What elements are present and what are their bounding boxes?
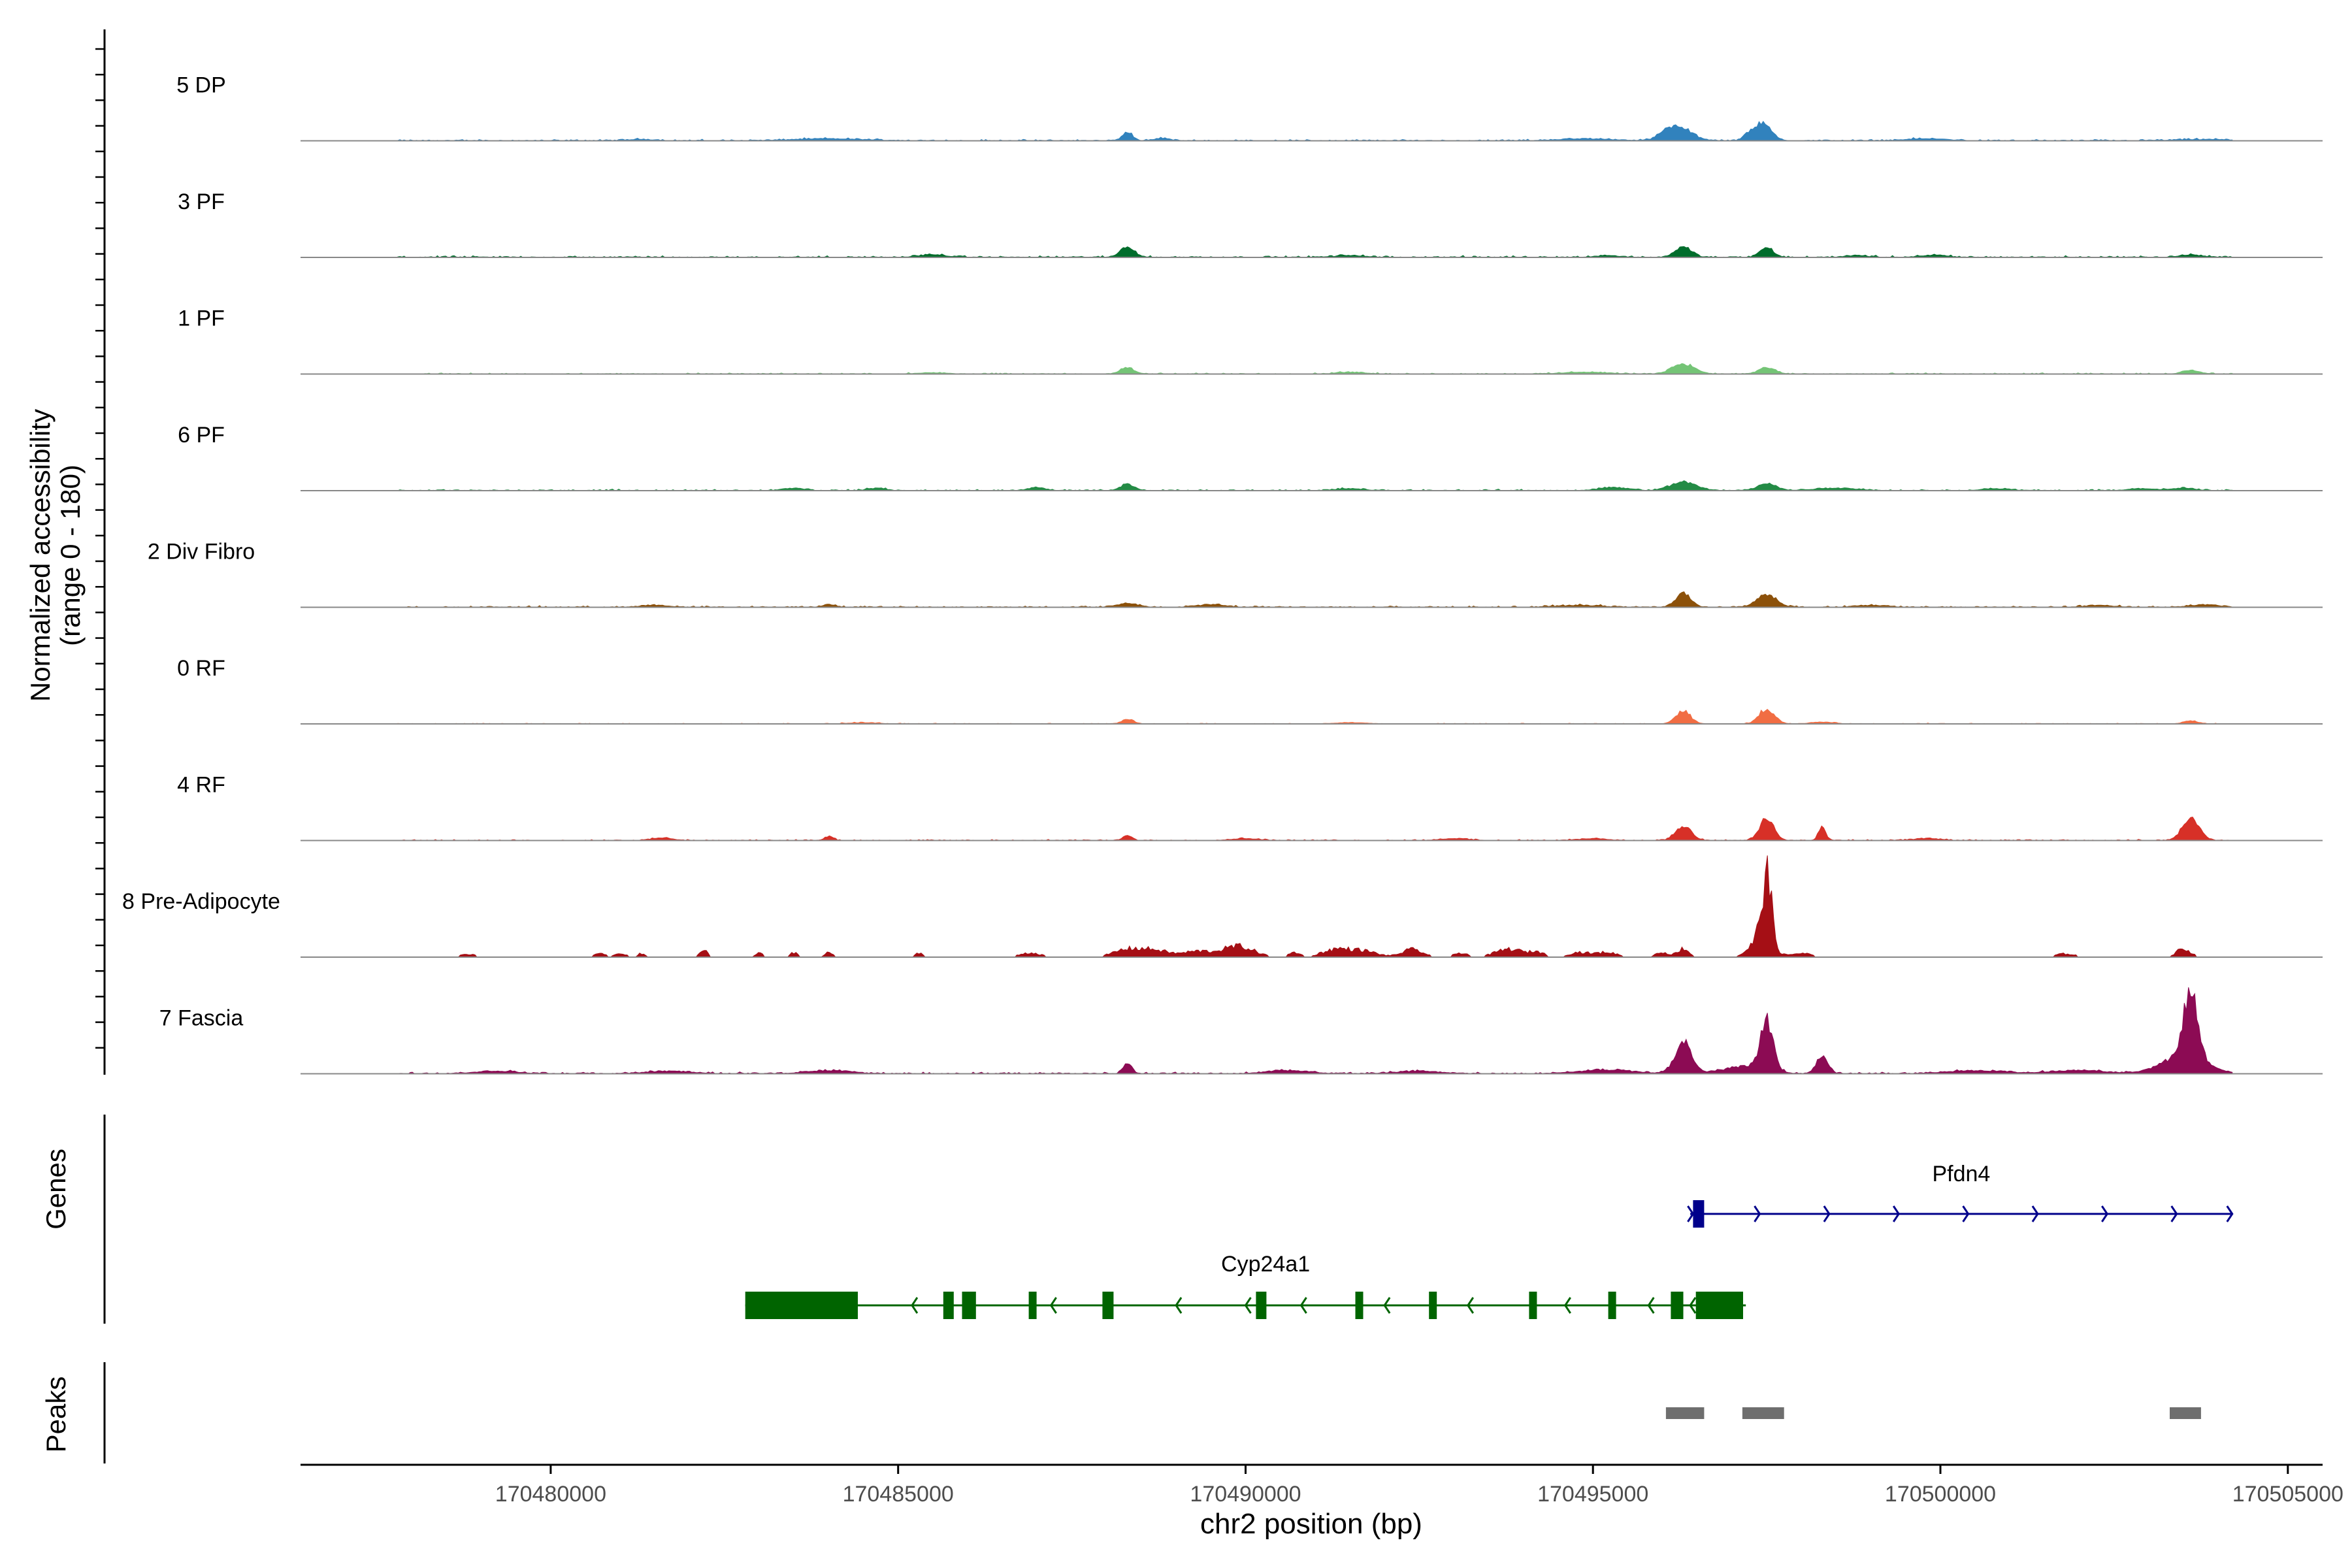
x-tick-label: 170480000	[495, 1482, 606, 1507]
y-axis-label: Normalized accessibility	[25, 409, 56, 702]
strand-arrow	[1383, 1297, 1391, 1314]
peak-region	[1742, 1407, 1784, 1419]
strand-arrow	[1647, 1297, 1655, 1314]
gene-label: Cyp24a1	[1221, 1252, 1310, 1277]
peaks-track	[103, 1362, 2201, 1463]
gene-exon	[1028, 1292, 1037, 1319]
y-axis	[95, 29, 106, 1075]
genes-label: Genes	[41, 1149, 71, 1230]
track-label: 1 PF	[178, 306, 225, 331]
coverage-area	[397, 855, 2232, 958]
gene-exon	[1608, 1292, 1616, 1319]
track-label: 0 RF	[177, 656, 225, 681]
track-label: 2 Div Fibro	[148, 540, 255, 564]
gene-exon	[1695, 1292, 1743, 1319]
x-tick-label: 170490000	[1190, 1482, 1301, 1507]
gene-exon	[1256, 1292, 1267, 1319]
track-label: 4 RF	[177, 773, 225, 798]
track-4-rf: 4 RF	[177, 773, 2323, 841]
gene-exon	[962, 1292, 976, 1319]
gene-exon	[1429, 1292, 1437, 1319]
track-label: 6 PF	[178, 423, 225, 448]
track-8-pre-adipocyte: 8 Pre-Adipocyte	[122, 855, 2323, 958]
coverage-area	[397, 480, 2233, 491]
genes-track: Pfdn4 Cyp24a1	[103, 1115, 2234, 1324]
strand-arrow	[1467, 1297, 1475, 1314]
track-7-fascia: 7 Fascia	[159, 987, 2323, 1075]
peaks-label: Peaks	[41, 1377, 71, 1453]
x-axis-title: chr2 position (bp)	[1200, 1508, 1422, 1540]
x-tick-label: 170485000	[843, 1482, 954, 1507]
strand-arrow	[1175, 1297, 1183, 1314]
track-label: 7 Fascia	[159, 1006, 244, 1031]
gene-pfdn4: Pfdn4	[1687, 1162, 2234, 1228]
peak-region	[2170, 1407, 2201, 1419]
coverage-area	[397, 363, 2233, 375]
strand-arrow	[1563, 1297, 1571, 1314]
x-tick-label: 170495000	[1537, 1482, 1648, 1507]
peak-region	[1665, 1407, 1705, 1419]
strand-arrow	[1244, 1297, 1252, 1314]
strand-arrow	[2170, 1205, 2178, 1222]
tracks: 5 DP 3 PF 1 PF 6 PF 2 Div Fibro 0 RF 4 RF 8 Pre…	[122, 73, 2323, 1075]
track-label: 3 PF	[178, 189, 225, 214]
track-3-pf: 3 PF	[178, 189, 2323, 258]
y-axis-title: Normalized accessibility (range 0 - 180)	[25, 409, 86, 702]
gene-exon	[745, 1292, 858, 1319]
strand-arrow	[2101, 1205, 2109, 1222]
track-5-dp: 5 DP	[176, 73, 2323, 142]
gene-exon	[1693, 1200, 1705, 1228]
track-label: 5 DP	[176, 73, 226, 98]
x-tick-label: 170500000	[1885, 1482, 1996, 1507]
coverage-area	[397, 817, 2233, 841]
strand-arrow	[2031, 1205, 2039, 1222]
gene-exon	[1529, 1292, 1537, 1319]
gene-exon	[1355, 1292, 1364, 1319]
strand-arrow	[1892, 1205, 1901, 1222]
strand-arrow	[1962, 1205, 1970, 1222]
coverage-area	[397, 708, 2233, 725]
track-0-rf: 0 RF	[177, 656, 2323, 725]
track-1-pf: 1 PF	[178, 306, 2323, 375]
strand-arrow	[1689, 1297, 1697, 1314]
x-tick-label: 170505000	[2232, 1482, 2344, 1507]
gene-label: Pfdn4	[1932, 1162, 1990, 1186]
coverage-area	[397, 987, 2233, 1075]
gene-exon	[1671, 1292, 1684, 1319]
track-6-pf: 6 PF	[178, 423, 2323, 491]
coverage-area	[397, 246, 2233, 258]
gene-exon	[943, 1292, 954, 1319]
strand-arrow	[1823, 1205, 1831, 1222]
x-axis: 170480000 170485000 170490000 170495000 1705…	[301, 1463, 2344, 1507]
gene-cyp24a1: Cyp24a1	[745, 1252, 1746, 1319]
peaks-panel-label: Peaks	[41, 1377, 71, 1453]
gene-exon	[1102, 1292, 1114, 1319]
coverage-area	[397, 120, 2233, 142]
strand-arrow	[1299, 1297, 1307, 1314]
genes-panel-label: Genes	[41, 1149, 71, 1230]
y-axis-range-label: (range 0 - 180)	[55, 465, 86, 646]
coverage-area	[397, 591, 2233, 608]
strand-arrow	[911, 1297, 919, 1314]
strand-arrow	[2226, 1205, 2234, 1222]
track-2-div-fibro: 2 Div Fibro	[148, 540, 2323, 608]
track-label: 8 Pre-Adipocyte	[122, 889, 280, 914]
strand-arrow	[1687, 1205, 1695, 1222]
strand-arrow	[1754, 1205, 1761, 1222]
strand-arrow	[1049, 1297, 1057, 1314]
